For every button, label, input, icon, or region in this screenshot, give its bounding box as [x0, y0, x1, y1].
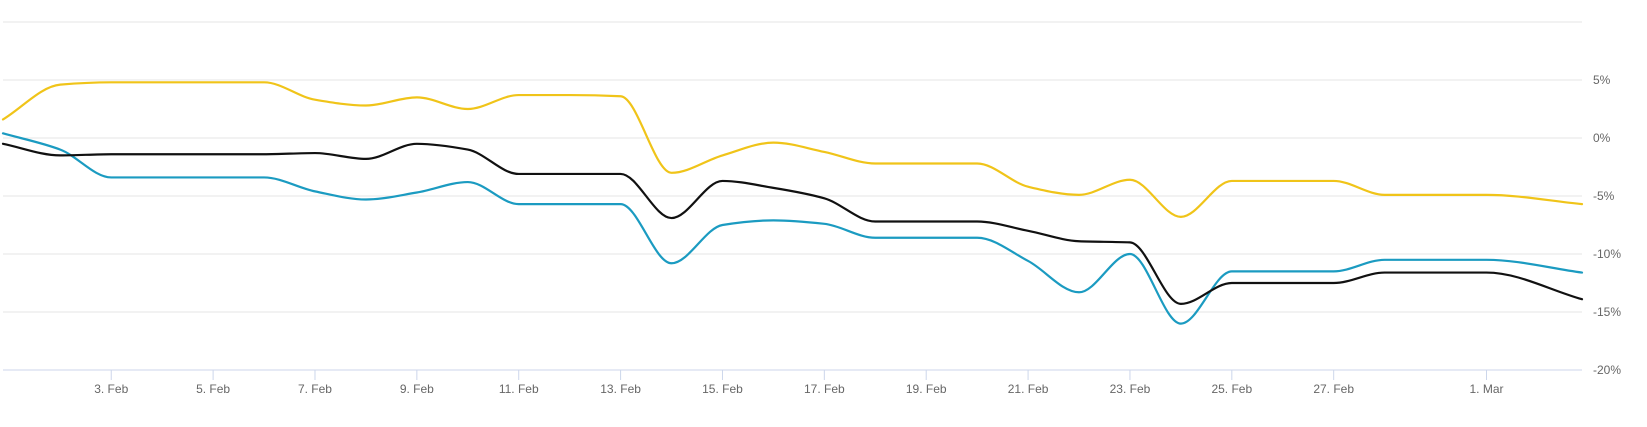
- y-tick-label: -5%: [1593, 189, 1615, 203]
- x-tick-label: 9. Feb: [400, 382, 434, 396]
- x-tick-label: 25. Feb: [1211, 382, 1252, 396]
- y-tick-label: -15%: [1593, 305, 1621, 319]
- series-line-1: [1, 81, 1584, 218]
- y-tick-label: 5%: [1593, 73, 1611, 87]
- x-tick-label: 21. Feb: [1008, 382, 1049, 396]
- series-lines: [1, 81, 1584, 325]
- y-tick-label: -10%: [1593, 247, 1621, 261]
- x-tick-label: 7. Feb: [298, 382, 332, 396]
- y-tick-label: -20%: [1593, 363, 1621, 377]
- x-tick-label: 5. Feb: [196, 382, 230, 396]
- x-tick-label: 3. Feb: [94, 382, 128, 396]
- x-tick-label: 23. Feb: [1110, 382, 1151, 396]
- x-tick-label: 11. Feb: [499, 382, 539, 396]
- series-line-2: [1, 132, 1584, 325]
- x-tick-label: 15. Feb: [702, 382, 743, 396]
- x-tick-label: 13. Feb: [600, 382, 641, 396]
- y-tick-label: 0%: [1593, 131, 1611, 145]
- x-axis: [3, 369, 1582, 380]
- grid-lines: [3, 21, 1582, 313]
- x-tick-labels: 3. Feb 5. Feb 7. Feb 9. Feb 11. Feb 13. Feb 15…: [94, 382, 1503, 396]
- x-tick-label: 1. Mar: [1469, 382, 1503, 396]
- series-line-3: [1, 142, 1584, 305]
- y-tick-labels: 5% 0% -5% -10% -15% -20%: [1593, 73, 1621, 377]
- x-tick-label: 17. Feb: [804, 382, 845, 396]
- x-tick-label: 27. Feb: [1313, 382, 1354, 396]
- x-tick-label: 19. Feb: [906, 382, 947, 396]
